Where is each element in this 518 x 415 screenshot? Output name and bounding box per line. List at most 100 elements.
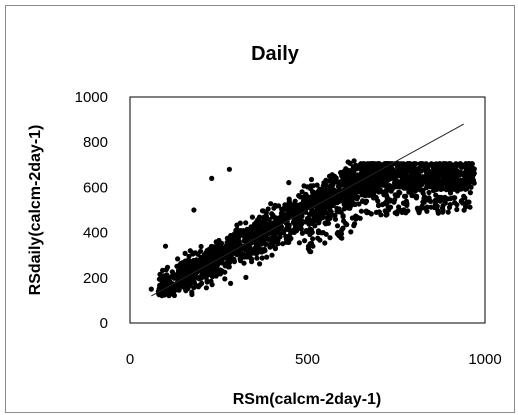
data-point: [406, 189, 412, 195]
data-point: [424, 181, 431, 187]
data-point: [228, 256, 234, 262]
data-point: [394, 211, 400, 217]
data-point: [378, 212, 384, 218]
data-point: [345, 205, 352, 211]
data-point: [363, 198, 370, 204]
data-point: [273, 203, 279, 209]
data-point: [254, 221, 260, 227]
data-point: [317, 186, 323, 192]
data-point: [332, 213, 338, 219]
data-point: [300, 204, 306, 210]
x-axis-ticks: 0 500 1000: [126, 351, 502, 368]
data-point: [447, 161, 453, 167]
data-point: [164, 276, 170, 282]
data-point: [324, 215, 331, 221]
data-point: [349, 215, 355, 221]
data-point: [375, 202, 382, 209]
data-point: [393, 161, 400, 167]
data-point: [257, 224, 264, 230]
data-point: [340, 213, 346, 219]
data-point: [187, 282, 193, 288]
data-point: [403, 184, 409, 191]
data-point: [256, 214, 263, 220]
x-tick-label: 0: [126, 351, 134, 368]
data-point: [325, 204, 331, 210]
data-point: [334, 189, 340, 195]
data-point: [381, 192, 387, 198]
data-point: [327, 235, 333, 241]
data-point: [363, 208, 369, 214]
data-point: [209, 175, 215, 181]
data-point: [301, 197, 307, 203]
data-point: [321, 188, 327, 194]
data-point: [209, 282, 215, 288]
data-point: [366, 182, 372, 188]
data-point: [308, 240, 315, 246]
data-point: [260, 233, 266, 239]
data-point: [356, 201, 362, 207]
data-point: [292, 198, 298, 204]
data-point: [268, 201, 274, 207]
data-point: [318, 213, 324, 220]
data-point: [351, 158, 357, 164]
data-point: [286, 180, 292, 186]
data-point: [440, 170, 446, 176]
data-point: [347, 160, 353, 166]
y-tick-label: 800: [83, 134, 108, 151]
data-point: [354, 164, 360, 170]
data-point: [222, 276, 228, 282]
data-point: [175, 256, 181, 262]
data-point: [238, 250, 244, 257]
data-point: [381, 201, 387, 207]
data-point: [234, 222, 240, 228]
data-point: [210, 250, 216, 256]
y-tick-label: 0: [100, 315, 108, 332]
data-point: [186, 253, 192, 259]
data-point: [368, 211, 374, 217]
data-point: [453, 184, 460, 190]
data-point: [202, 260, 208, 266]
data-point: [345, 193, 351, 199]
data-point: [451, 174, 457, 180]
data-point: [364, 164, 370, 170]
data-point: [284, 226, 290, 232]
data-point: [280, 216, 286, 222]
data-point: [292, 221, 298, 227]
data-point: [458, 198, 464, 204]
data-point: [187, 248, 193, 254]
data-point: [459, 182, 465, 188]
data-point: [373, 195, 379, 201]
data-point: [362, 184, 369, 190]
plot-area: [129, 96, 486, 324]
y-tick-label: 600: [83, 179, 108, 196]
data-point: [334, 206, 340, 212]
data-point: [403, 193, 409, 199]
data-point: [226, 166, 232, 172]
data-point: [433, 183, 439, 189]
data-point: [176, 262, 182, 268]
data-point: [315, 235, 321, 241]
data-point: [441, 161, 447, 167]
data-point: [405, 208, 411, 214]
data-point: [234, 226, 240, 232]
data-point: [458, 163, 464, 169]
data-point: [161, 289, 167, 295]
data-point: [406, 161, 412, 167]
data-point: [224, 247, 230, 253]
data-point: [160, 267, 166, 273]
data-point: [304, 184, 310, 190]
data-point: [376, 189, 382, 195]
data-point: [411, 164, 417, 171]
data-point: [419, 203, 425, 209]
data-point: [463, 161, 469, 167]
data-point: [351, 178, 357, 184]
data-point: [258, 219, 264, 225]
data-point: [278, 210, 285, 216]
data-point: [226, 260, 233, 266]
data-point: [404, 168, 410, 174]
data-point: [325, 220, 332, 226]
data-point: [334, 223, 341, 229]
data-point: [261, 214, 267, 220]
data-point: [170, 273, 176, 279]
